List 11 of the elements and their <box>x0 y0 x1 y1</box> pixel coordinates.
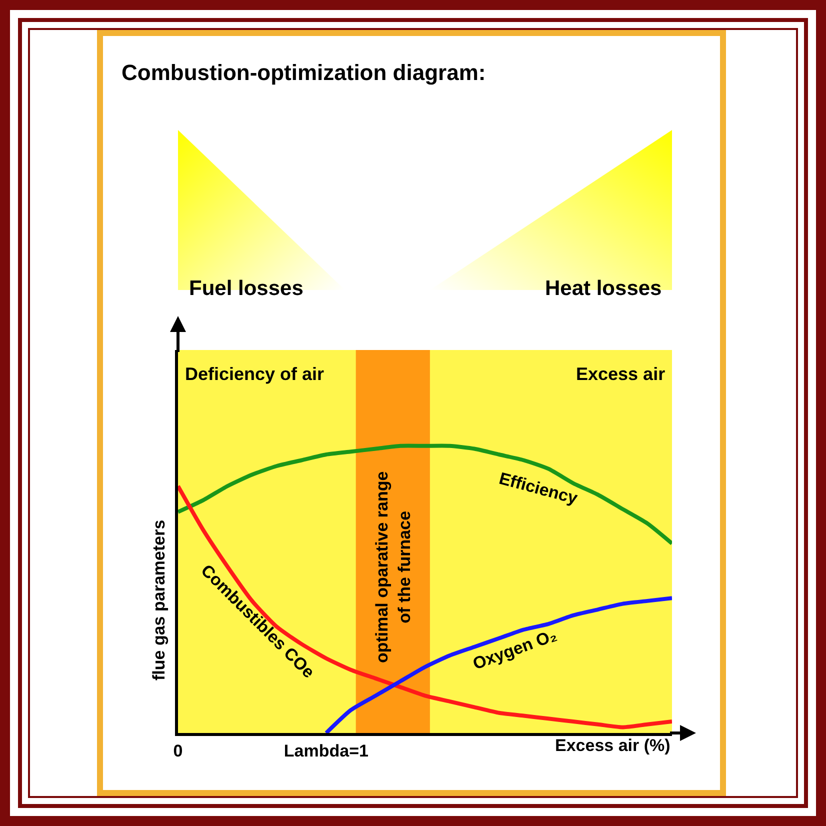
annotation: optimal oparative range of the furnace <box>372 471 414 664</box>
text: Deficiency of air <box>185 364 324 384</box>
x-tick-label: 0 <box>173 741 183 760</box>
y-axis-title: flue gas parameters <box>149 520 168 680</box>
text: Heat losses <box>545 277 662 300</box>
text: Excess air <box>576 364 666 384</box>
x-tick-label: Lambda=1 <box>284 741 368 760</box>
chart-title: Combustion-optimization diagram: <box>122 60 486 85</box>
text: Oxygen O₂ <box>470 626 560 674</box>
x-axis-title: Excess air (%) <box>555 736 670 755</box>
text: Fuel losses <box>189 277 304 300</box>
